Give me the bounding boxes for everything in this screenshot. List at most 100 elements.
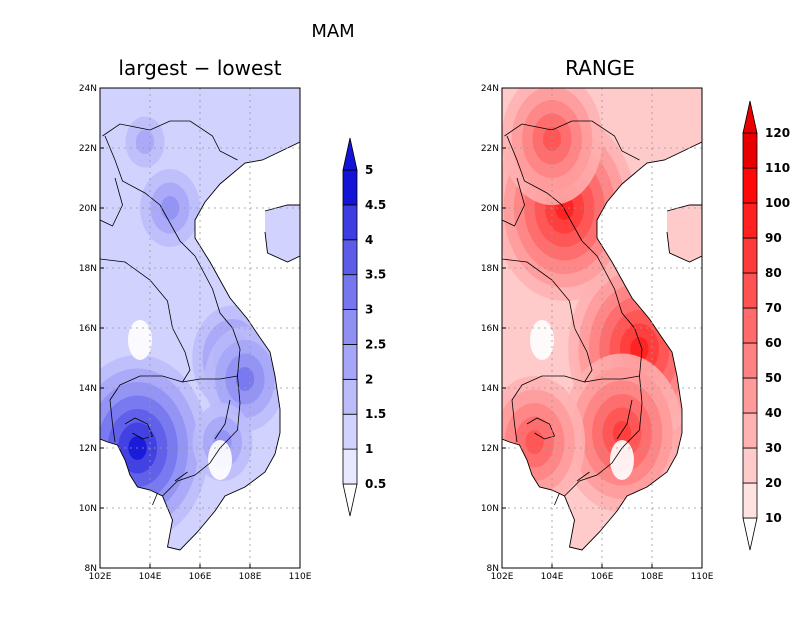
land-shading-right — [502, 88, 702, 550]
lon-tick-label-left: 110E — [289, 572, 312, 582]
lat-tick-label-left: 14N — [79, 384, 97, 394]
contour-blob-right-5-7 — [525, 430, 544, 454]
colorbar-right-low-triangle — [742, 517, 758, 551]
low-value-area-right-1 — [510, 473, 534, 513]
colorbar-right-swatch — [742, 307, 758, 344]
colorbar-right-label: 90 — [765, 231, 782, 245]
colorbar-right-label: 50 — [765, 371, 782, 385]
boundary-lines-right — [502, 88, 702, 568]
lat-tick-label-right: 10N — [481, 504, 499, 514]
coast-detail-left-1 — [214, 399, 231, 440]
colorbar-left-low-triangle — [342, 483, 358, 517]
colorbar-left-swatch — [342, 169, 358, 206]
contour-field-right — [502, 88, 702, 550]
colorbar-left-label: 3 — [365, 303, 373, 317]
colorbar-left-label: 2.5 — [365, 337, 386, 351]
lon-tick-label-right: 108E — [641, 572, 664, 582]
map-panel-range: RANGE 102E 104E 106E 108E 110E 8N 10N 12N 14N 16N… — [481, 56, 714, 582]
coast-detail-left-2 — [152, 492, 158, 506]
colorbar-left-label: 5 — [365, 163, 373, 177]
lon-tick-label-right: 110E — [691, 572, 714, 582]
colorbar-left-label: 2 — [365, 372, 373, 386]
low-value-area-right-2 — [610, 440, 634, 480]
border-line-left-0 — [102, 120, 238, 161]
colorbar-right-swatch — [742, 482, 758, 519]
colorbar-right-label: 80 — [765, 266, 782, 280]
colorbar-left-swatch — [342, 413, 358, 450]
lat-tick-label-right: 16N — [481, 324, 499, 334]
lat-tick-label-left: 18N — [79, 264, 97, 274]
low-value-area-right-0 — [530, 320, 554, 360]
contour-blob-left-2-6 — [235, 367, 255, 391]
lon-tick-label-right: 102E — [491, 572, 514, 582]
colorbar-left-swatch — [342, 344, 358, 380]
lon-tick-label-right: 104E — [541, 572, 564, 582]
low-value-area-left-2 — [208, 440, 232, 480]
border-line-left-4 — [100, 258, 191, 383]
lat-tick-label-left: 10N — [79, 504, 97, 514]
lat-tick-label-left: 12N — [79, 444, 97, 454]
border-line-right-3 — [564, 375, 643, 497]
colorbar-right-swatch — [742, 272, 758, 309]
colorbar-right-label: 40 — [765, 406, 782, 420]
colorbar-left-swatch — [342, 378, 358, 415]
border-line-left-2 — [109, 375, 238, 443]
colorbar-right-swatch — [742, 132, 758, 169]
axis-ticks-left: 102E 104E 106E 108E 110E 8N 10N 12N 14N 16N 18N 20N… — [79, 84, 312, 582]
colorbar-left: 0.5 1 1.5 2 2.5 3 3.5 4 4.5 5 — [342, 137, 386, 517]
contour-blob-right-4-7 — [542, 127, 562, 151]
map-panel-largest-lowest: largest − lowest 102E 104E 106E 108E 110E8N1… — [79, 56, 312, 582]
colorbar-right: 10 20 30 40 50 60 70 80 90 100 110 120 — [742, 100, 790, 551]
colorbar-left-label: 0.5 — [365, 477, 386, 491]
contour-blob-left-3-5 — [160, 196, 180, 220]
lon-tick-label-left: 102E — [89, 572, 112, 582]
colorbar-left-swatch — [342, 239, 358, 276]
colorbar-right-swatch — [742, 412, 758, 449]
lat-tick-label-right: 24N — [481, 84, 499, 94]
colorbar-left-high-triangle — [342, 137, 358, 171]
low-value-area-left-0 — [128, 320, 152, 360]
colorbar-right-swatch — [742, 237, 758, 274]
lat-tick-label-right: 14N — [481, 384, 499, 394]
colorbar-right-swatch — [742, 167, 758, 204]
lat-tick-label-right: 8N — [487, 564, 499, 574]
lon-tick-label-right: 106E — [591, 572, 614, 582]
colorbar-left-label: 1.5 — [365, 407, 386, 421]
colorbar-left-label: 4 — [365, 233, 373, 247]
lat-tick-label-left: 16N — [79, 324, 97, 334]
colorbar-left-swatch — [342, 448, 358, 485]
hainan-coast-right — [666, 204, 702, 263]
axis-ticks-right: 102E 104E 106E 108E 110E 8N 10N 12N 14N 16N 18N 20N… — [481, 84, 714, 582]
lat-tick-label-right: 18N — [481, 264, 499, 274]
colorbar-right-label: 30 — [765, 441, 782, 455]
coastline-right — [502, 141, 702, 551]
lat-tick-label-left: 24N — [79, 84, 97, 94]
colorbar-right-label: 60 — [765, 336, 782, 350]
lat-tick-label-right: 20N — [481, 204, 499, 214]
colorbar-right-label: 10 — [765, 511, 782, 525]
colorbar-right-swatch — [742, 202, 758, 239]
colorbar-left-swatch — [342, 204, 358, 241]
hainan-coast-left — [264, 204, 300, 263]
panel-title-right: RANGE — [565, 56, 635, 80]
colorbar-right-label: 70 — [765, 301, 782, 315]
panel-title-left: largest − lowest — [118, 56, 281, 80]
coast-detail-right-2 — [554, 492, 560, 506]
lon-tick-label-left: 108E — [239, 572, 262, 582]
coast-detail-right-0 — [576, 471, 590, 482]
colorbar-left-label: 4.5 — [365, 198, 386, 212]
colorbar-right-high-triangle — [742, 100, 758, 134]
colorbar-right-swatch — [742, 342, 758, 379]
contour-blob-left-5-4 — [135, 130, 155, 154]
colorbar-right-label: 100 — [765, 196, 790, 210]
border-line-right-5 — [502, 177, 525, 227]
low-value-area-left-1 — [108, 473, 132, 513]
border-line-right-2 — [511, 375, 640, 443]
coast-detail-right-1 — [616, 399, 633, 440]
coast-detail-left-0 — [174, 471, 188, 482]
colorbar-right-swatch — [742, 377, 758, 414]
colorbar-left-label: 1 — [365, 442, 373, 456]
border-line-left-5 — [100, 177, 123, 227]
lat-tick-label-left: 22N — [79, 144, 97, 154]
